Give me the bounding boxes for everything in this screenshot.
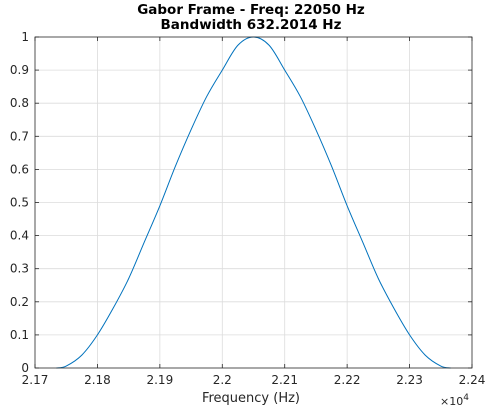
x-tick-label: 2.17 bbox=[22, 373, 49, 387]
x-tick-label: 2.22 bbox=[334, 373, 361, 387]
x-exponent-power: 4 bbox=[463, 393, 469, 403]
y-tick-label: 0.7 bbox=[10, 129, 29, 143]
tick-layer: 2.17 2.18 2.19 2.2 2.21 2.22 2.23 2.24 0 0.1 0.2 0.… bbox=[10, 30, 485, 387]
x-tick-label: 2.2 bbox=[213, 373, 232, 387]
x-tick-label: 2.19 bbox=[146, 373, 173, 387]
y-tick-label: 1 bbox=[21, 30, 29, 44]
x-exponent-base: ×10 bbox=[440, 395, 463, 408]
x-tick-label: 2.21 bbox=[271, 373, 298, 387]
y-tick-label: 0.1 bbox=[10, 328, 29, 342]
x-tick-label: 2.24 bbox=[459, 373, 486, 387]
grid-layer bbox=[35, 37, 472, 368]
y-tick-label: 0.2 bbox=[10, 295, 29, 309]
y-tick-label: 0 bbox=[21, 361, 29, 375]
chart-title-line-1: Gabor Frame - Freq: 22050 Hz bbox=[137, 2, 365, 18]
y-tick-label: 0.9 bbox=[10, 63, 29, 77]
x-tick-label: 2.18 bbox=[84, 373, 111, 387]
y-tick-label: 0.3 bbox=[10, 262, 29, 276]
x-exponent: ×104 bbox=[440, 393, 469, 408]
x-tick-label: 2.23 bbox=[396, 373, 423, 387]
y-tick-label: 0.6 bbox=[10, 162, 29, 176]
chart-title-line-2: Bandwidth 632.2014 Hz bbox=[161, 17, 342, 33]
y-tick-label: 0.5 bbox=[10, 196, 29, 210]
y-tick-label: 0.8 bbox=[10, 96, 29, 110]
y-tick-label: 0.4 bbox=[10, 229, 29, 243]
x-axis-label: Frequency (Hz) bbox=[202, 391, 300, 406]
